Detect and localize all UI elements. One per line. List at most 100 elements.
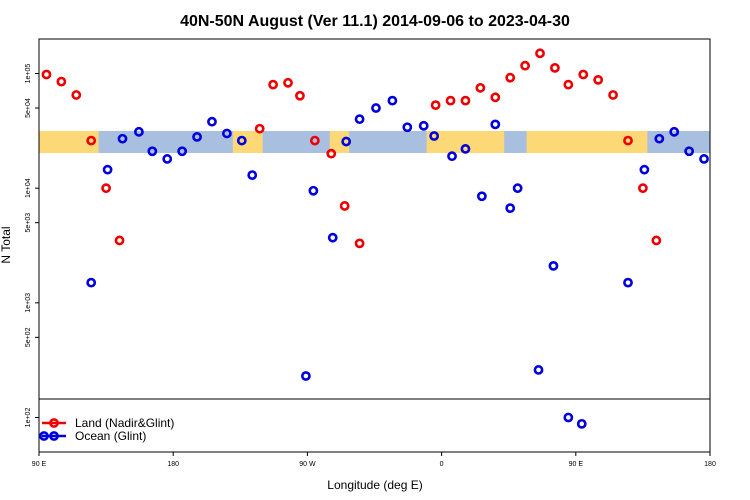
land-point (339, 201, 350, 211)
ocean-point (308, 185, 319, 196)
land-point (608, 90, 618, 100)
land-point (254, 123, 265, 134)
ocean-point (341, 136, 352, 147)
land-point (578, 69, 589, 80)
ocean-point (490, 119, 501, 130)
ocean-point (327, 232, 338, 243)
ocean-point (117, 133, 128, 144)
land-point (309, 135, 320, 146)
ocean-point (654, 133, 665, 144)
y-tick-label: 1e+03 (25, 293, 32, 313)
ocean-point (102, 164, 113, 175)
x-tick-label: 0 (440, 461, 444, 468)
y-tick-label: 5e+03 (25, 213, 32, 233)
ocean-point (192, 132, 202, 142)
y-tick-label: 5e+04 (25, 98, 32, 118)
x-axis: 90 E 180 90 W 0 90 E 180 (32, 452, 716, 468)
land-point (490, 92, 501, 103)
ocean-point (623, 277, 633, 288)
ocean-point (447, 151, 457, 162)
ocean-point (177, 146, 188, 157)
land-point (593, 74, 604, 85)
land-point (41, 69, 52, 80)
land-point (283, 77, 293, 88)
land-point (445, 95, 456, 106)
legend-marker (39, 431, 49, 441)
ocean-point (301, 371, 311, 381)
ocean-point (576, 418, 587, 429)
land-point (535, 48, 545, 59)
ocean-point (354, 114, 365, 125)
x-tick-label: 90 E (32, 461, 47, 468)
chart-title: 40N-50N August (Ver 11.1) 2014-09-06 to … (180, 13, 570, 30)
land-point (56, 76, 67, 87)
ocean-point (221, 128, 232, 139)
ocean-point (418, 120, 429, 131)
ocean-point (639, 164, 650, 175)
land-point (651, 235, 662, 246)
legend-label: Land (Nadir&Glint) (75, 416, 174, 430)
land-point (101, 183, 111, 194)
land-point (114, 235, 125, 246)
ocean-point (563, 412, 574, 423)
ocean-point (699, 154, 709, 164)
legend: Land (Nadir&Glint)Ocean (Glint) (39, 416, 174, 443)
ocean-point (162, 154, 173, 164)
ocean-point (512, 183, 523, 194)
land-point (460, 95, 471, 106)
legend-marker (49, 418, 59, 428)
y-tick-label: 1e+04 (25, 178, 32, 198)
land-point (563, 79, 574, 90)
land-point (520, 60, 531, 71)
y-tick-label: 1e+05 (25, 64, 32, 84)
ocean-point (371, 103, 381, 113)
land-point (638, 183, 648, 194)
ocean-point (247, 170, 258, 181)
map-strip (39, 131, 710, 153)
land-point (295, 90, 305, 101)
land-point (505, 72, 516, 83)
data-points (41, 48, 709, 429)
legend-marker (49, 431, 59, 441)
x-tick-label: 90 W (299, 461, 316, 468)
y-tick-label: 5e+02 (25, 327, 32, 347)
plot-frame (38, 38, 711, 453)
x-tick-label: 180 (167, 461, 179, 468)
ocean-point (86, 277, 97, 288)
ocean-point (402, 122, 413, 133)
land-point (86, 135, 97, 146)
ocean-point (429, 131, 440, 141)
ocean-point (533, 365, 544, 375)
map-strip-ocean (98, 131, 233, 153)
ocean-point (134, 126, 144, 137)
ocean-point (669, 126, 680, 137)
ocean-point (207, 116, 217, 127)
land-point (268, 79, 279, 90)
ocean-point (236, 135, 247, 146)
x-axis-label: Longitude (deg E) (327, 478, 422, 492)
land-point (475, 82, 486, 93)
map-strip-ocean (262, 131, 330, 153)
land-point (623, 135, 633, 146)
y-tick-label: 1e+02 (25, 408, 32, 428)
map-strip-ocean (349, 131, 427, 153)
x-tick-label: 180 (704, 461, 716, 468)
ocean-point (460, 144, 471, 154)
map-strip-ocean (504, 131, 527, 153)
ocean-point (476, 191, 487, 202)
ocean-point (387, 95, 398, 106)
legend-label: Ocean (Glint) (75, 429, 146, 443)
ocean-point (505, 203, 516, 214)
ocean-point (147, 146, 158, 157)
ocean-point (684, 146, 695, 157)
y-axis-label: N Total (0, 226, 13, 263)
ocean-point (548, 260, 559, 271)
land-point (550, 62, 560, 73)
land-point (430, 100, 441, 111)
land-point (326, 148, 337, 159)
x-tick-label: 90 E (569, 461, 584, 468)
y-axis: 1e+02 5e+02 1e+03 5e+03 1e+04 5e+04 1e+05 (25, 64, 39, 428)
land-point (354, 238, 365, 249)
land-point (71, 90, 82, 100)
